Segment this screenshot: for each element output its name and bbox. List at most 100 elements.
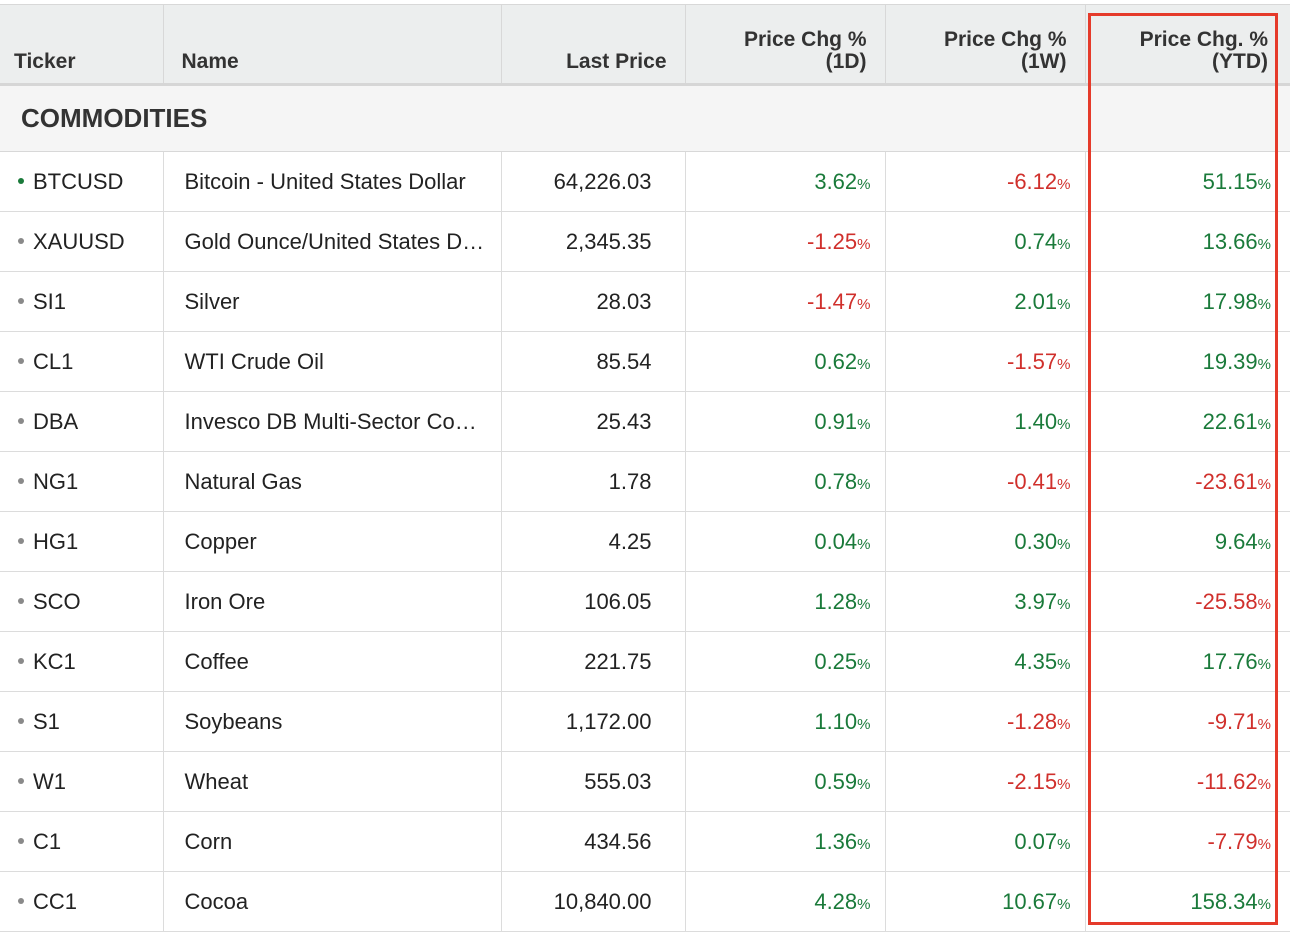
table-row[interactable]: W1 Wheat 555.03 0.59% -2.15% -11.62% (0, 751, 1290, 812)
table-row[interactable]: S1 Soybeans 1,172.00 1.10% -1.28% -9.71% (0, 691, 1290, 752)
ticker-symbol[interactable]: W1 (33, 768, 66, 794)
table-row[interactable]: SCO Iron Ore 106.05 1.28% 3.97% -25.58% (0, 571, 1290, 632)
name-cell: Silver (163, 271, 502, 332)
status-dot-icon (18, 657, 24, 664)
table-row[interactable]: KC1 Coffee 221.75 0.25% 4.35% 17.76% (0, 631, 1290, 692)
status-dot-icon (18, 537, 24, 544)
percent-sign: % (857, 775, 871, 793)
price-chg-1w-cell: 2.01% (885, 271, 1086, 332)
price-chg-1w-cell: 1.40% (885, 391, 1086, 452)
ticker-cell[interactable]: XAUUSD (0, 211, 164, 272)
price-chg-1d-cell: -1.25% (685, 211, 886, 272)
price-chg-ytd-cell-value: -11.62 (1196, 768, 1258, 794)
table-row[interactable]: NG1 Natural Gas 1.78 0.78% -0.41% -23.61% (0, 451, 1290, 512)
percent-sign: % (1057, 835, 1071, 853)
price-chg-ytd-cell: 158.34% (1085, 871, 1290, 932)
ticker-cell[interactable]: SI1 (0, 271, 164, 332)
table-row[interactable]: XAUUSD Gold Ounce/United States Dollar 2,3… (0, 211, 1290, 272)
ticker-cell[interactable]: NG1 (0, 451, 164, 512)
price-chg-ytd-cell-value: -25.58 (1195, 588, 1258, 614)
price-chg-ytd-cell-value: -9.71 (1207, 708, 1258, 734)
table-row[interactable]: C1 Corn 434.56 1.36% 0.07% -7.79% (0, 811, 1290, 872)
ticker-symbol[interactable]: CC1 (33, 888, 78, 914)
status-dot-icon (18, 897, 24, 904)
header-price-chg-1d[interactable]: Price Chg % (1D) (685, 4, 886, 86)
header-name[interactable]: Name (163, 4, 502, 86)
section-title: COMMODITIES (0, 84, 1290, 152)
ticker-cell[interactable]: BTCUSD (0, 151, 164, 212)
ticker-symbol[interactable]: BTCUSD (33, 168, 124, 194)
price-chg-ytd-cell-value: 51.15 (1202, 168, 1258, 194)
ticker-symbol[interactable]: XAUUSD (33, 228, 125, 254)
percent-sign: % (1257, 535, 1271, 553)
ticker-symbol[interactable]: S1 (33, 708, 60, 734)
name-cell: Natural Gas (163, 451, 502, 512)
price-chg-1w-cell: 0.07% (885, 811, 1086, 872)
percent-sign: % (1257, 775, 1271, 793)
ticker-symbol[interactable]: KC1 (33, 648, 76, 674)
percent-sign: % (1257, 475, 1271, 493)
header-price-chg-1w-period: (1W) (1021, 50, 1067, 73)
percent-sign: % (857, 835, 871, 853)
percent-sign: % (857, 295, 871, 313)
table-row[interactable]: BTCUSD Bitcoin - United States Dollar 64,2… (0, 151, 1290, 212)
price-chg-1w-cell-value: 0.74 (1014, 228, 1058, 254)
price-chg-1d-cell-value: 1.28 (814, 588, 858, 614)
price-chg-1d-cell-value: 4.28 (814, 888, 858, 914)
ticker-cell[interactable]: C1 (0, 811, 164, 872)
ticker-symbol[interactable]: NG1 (33, 468, 79, 494)
price-chg-1w-cell-value: 1.40 (1014, 408, 1058, 434)
header-price-chg-1w[interactable]: Price Chg % (1W) (885, 4, 1086, 86)
price-chg-1d-cell: 0.59% (685, 751, 886, 812)
commodities-table: Ticker Name Last Price Price Chg % (1D) … (0, 4, 1290, 932)
ticker-cell[interactable]: DBA (0, 391, 164, 452)
status-dot-icon (18, 477, 24, 484)
price-chg-1w-cell-value: -2.15 (1007, 768, 1058, 794)
ticker-symbol[interactable]: CL1 (33, 348, 74, 374)
price-chg-ytd-cell: 19.39% (1085, 331, 1290, 392)
table-row[interactable]: DBA Invesco DB Multi-Sector Commodity25.4… (0, 391, 1290, 452)
ticker-symbol[interactable]: DBA (33, 408, 79, 434)
name-cell: Iron Ore (163, 571, 502, 632)
status-dot-icon (18, 777, 24, 784)
ticker-cell[interactable]: CC1 (0, 871, 164, 932)
ticker-cell[interactable]: W1 (0, 751, 164, 812)
ticker-symbol[interactable]: C1 (33, 828, 62, 854)
last-price-cell: 25.43 (501, 391, 686, 452)
table-row[interactable]: CL1 WTI Crude Oil 85.54 0.62% -1.57% 19.39% (0, 331, 1290, 392)
percent-sign: % (857, 415, 871, 433)
ticker-cell[interactable]: S1 (0, 691, 164, 752)
ticker-cell[interactable]: SCO (0, 571, 164, 632)
price-chg-ytd-cell-value: -7.79 (1207, 828, 1258, 854)
table-row[interactable]: SI1 Silver 28.03 -1.47% 2.01% 17.98% (0, 271, 1290, 332)
price-chg-1d-cell: 0.25% (685, 631, 886, 692)
name-cell: Gold Ounce/United States Dollar (163, 211, 502, 272)
header-price-chg-ytd[interactable]: Price Chg. % (YTD) (1085, 4, 1290, 86)
price-chg-1d-cell-value: 1.10 (814, 708, 858, 734)
ticker-cell[interactable]: HG1 (0, 511, 164, 572)
price-chg-1d-cell: 0.04% (685, 511, 886, 572)
table-row[interactable]: CC1 Cocoa 10,840.00 4.28% 10.67% 158.34% (0, 871, 1290, 932)
price-chg-1w-cell-value: -1.28 (1007, 708, 1058, 734)
price-chg-ytd-cell: 13.66% (1085, 211, 1290, 272)
ticker-cell[interactable]: KC1 (0, 631, 164, 692)
ticker-symbol[interactable]: HG1 (33, 528, 79, 554)
header-ticker[interactable]: Ticker (0, 4, 164, 86)
percent-sign: % (1057, 775, 1071, 793)
price-chg-1d-cell-value: 0.78 (814, 468, 858, 494)
percent-sign: % (1257, 655, 1271, 673)
price-chg-1d-cell: 1.28% (685, 571, 886, 632)
ticker-cell[interactable]: CL1 (0, 331, 164, 392)
price-chg-1d-cell-value: -1.47 (807, 288, 858, 314)
price-chg-1w-cell: -0.41% (885, 451, 1086, 512)
header-last-price[interactable]: Last Price (501, 4, 686, 86)
percent-sign: % (1057, 715, 1071, 733)
percent-sign: % (857, 715, 871, 733)
price-chg-1w-cell: 0.74% (885, 211, 1086, 272)
ticker-symbol[interactable]: SCO (33, 588, 81, 614)
table-row[interactable]: HG1 Copper 4.25 0.04% 0.30% 9.64% (0, 511, 1290, 572)
percent-sign: % (1257, 175, 1271, 193)
last-price-cell: 434.56 (501, 811, 686, 872)
status-dot-icon (18, 597, 24, 604)
ticker-symbol[interactable]: SI1 (33, 288, 67, 314)
